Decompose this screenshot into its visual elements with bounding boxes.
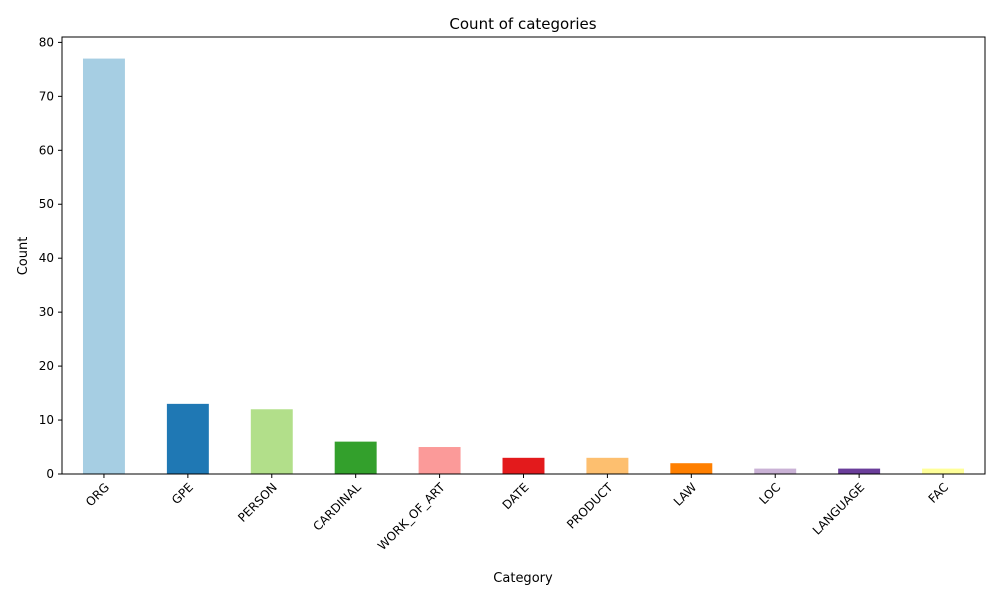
- bar-fac: [922, 468, 965, 474]
- bars-group: [82, 58, 965, 474]
- y-tick-label: 40: [39, 251, 54, 265]
- x-axis-label: Category: [493, 571, 553, 586]
- chart-title: Count of categories: [449, 15, 596, 33]
- y-tick-label: 80: [39, 35, 54, 49]
- y-axis-label: Count: [16, 237, 31, 276]
- bar-org: [82, 58, 125, 474]
- y-tick-label: 30: [39, 305, 54, 319]
- y-tick-label: 70: [39, 89, 54, 103]
- y-tick-label: 50: [39, 197, 54, 211]
- bar-cardinal: [334, 441, 377, 474]
- y-tick-label: 0: [46, 467, 54, 481]
- y-tick-label: 20: [39, 359, 54, 373]
- bar-person: [250, 409, 293, 474]
- bar-work-of-art: [418, 447, 461, 474]
- y-tick-label: 10: [39, 413, 54, 427]
- bar-language: [838, 468, 881, 474]
- bar-date: [502, 457, 545, 474]
- y-tick-label: 60: [39, 143, 54, 157]
- bar-product: [586, 457, 629, 474]
- bar-law: [670, 463, 713, 474]
- bar-gpe: [166, 403, 209, 474]
- bar-loc: [754, 468, 797, 474]
- y-axis: 0 10 20 30 40 50 60 70 80: [39, 35, 62, 481]
